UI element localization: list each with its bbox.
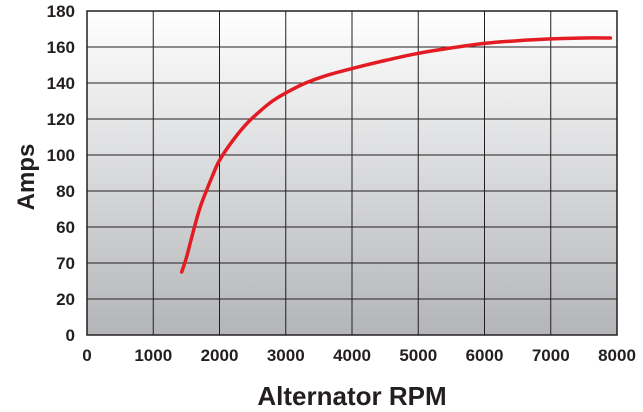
x-tick-label: 5000 [399, 346, 437, 365]
y-tick-label: 140 [47, 74, 75, 93]
y-tick-label: 20 [56, 290, 75, 309]
x-tick-label: 4000 [333, 346, 371, 365]
y-axis-title: Amps [13, 144, 40, 211]
y-tick-label: 0 [66, 326, 75, 345]
y-axis-ticks: 0 20 70 60 80 100 120 140 160 180 [47, 2, 75, 345]
series-layer [179, 36, 613, 274]
y-tick-label: 60 [56, 218, 75, 237]
y-tick-label: 70 [56, 254, 75, 273]
plot-frame [86, 10, 618, 336]
x-tick-label: 7000 [532, 346, 570, 365]
x-tick-label: 0 [82, 346, 91, 365]
y-tick-label: 80 [56, 182, 75, 201]
x-tick-label: 2000 [201, 346, 239, 365]
y-tick-label: 100 [47, 146, 75, 165]
y-tick-label: 180 [47, 2, 75, 21]
x-tick-label: 1000 [134, 346, 172, 365]
series-line-amps [179, 36, 613, 274]
x-tick-label: 8000 [598, 346, 636, 365]
x-axis-ticks: 0 1000 2000 3000 4000 5000 6000 7000 8000 [82, 346, 636, 365]
grid [87, 11, 617, 335]
y-tick-label: 120 [47, 110, 75, 129]
y-tick-label: 160 [47, 38, 75, 57]
x-axis-title: Alternator RPM [257, 381, 446, 411]
x-tick-label: 6000 [466, 346, 504, 365]
x-tick-label: 3000 [267, 346, 305, 365]
